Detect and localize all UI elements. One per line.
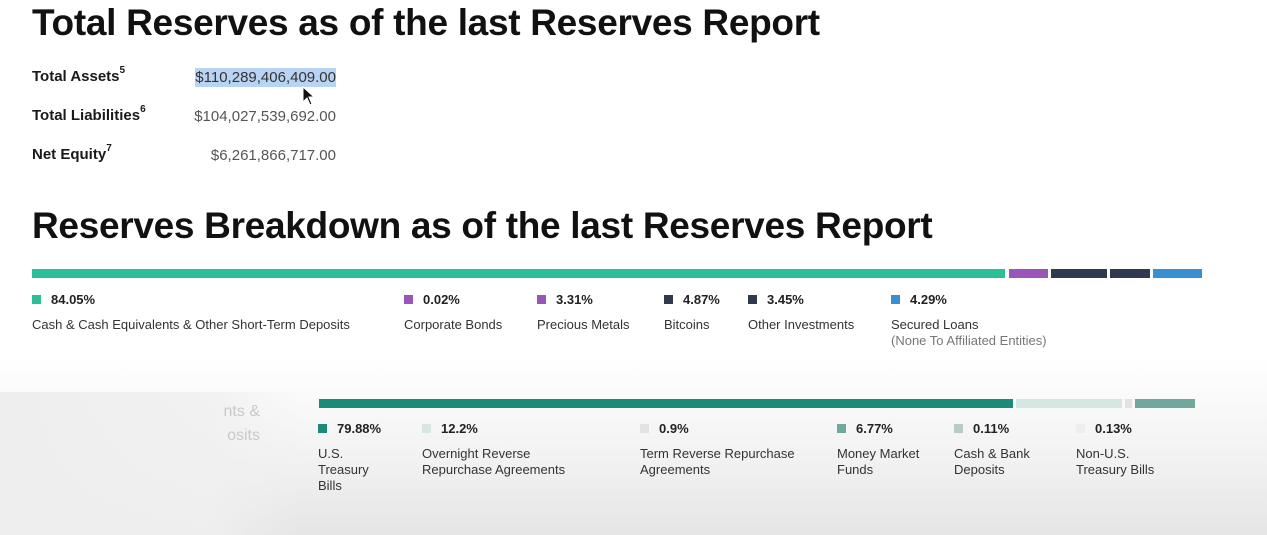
net-equity-label: Net Equity7 xyxy=(32,143,112,163)
cash-breakdown-faded-label: nts & osits xyxy=(223,403,260,444)
cash-legend-item-us-treasury-bills[interactable]: 79.88% U.S. Treasury Bills xyxy=(318,420,388,494)
total-assets-value[interactable]: $110,289,406,409.00 xyxy=(195,68,336,87)
bar-segment-money-market[interactable] xyxy=(1135,399,1195,408)
legend-swatch xyxy=(640,423,649,433)
legend-swatch xyxy=(537,294,546,304)
bar-segment-overnight-repo[interactable] xyxy=(1016,399,1122,408)
bar-segment-other-investments[interactable] xyxy=(1110,269,1150,278)
legend-item-other-investments[interactable]: 3.45% Other Investments xyxy=(748,291,854,333)
legend-pct: 0.9% xyxy=(659,420,689,436)
cash-legend-item-term-repo[interactable]: 0.9% Term Reverse Repurchase Agreements xyxy=(640,420,815,478)
total-reserves-title: Total Reserves as of the last Reserves R… xyxy=(32,2,820,43)
cash-legend-item-money-market[interactable]: 6.77% Money Market Funds xyxy=(837,420,937,478)
legend-item-precious-metals[interactable]: 3.31% Precious Metals xyxy=(537,291,629,333)
cash-legend-item-cash-bank[interactable]: 0.11% Cash & Bank Deposits xyxy=(954,420,1049,478)
legend-swatch xyxy=(318,423,327,433)
legend-label: Corporate Bonds xyxy=(404,317,503,332)
legend-label: Non-U.S. Treasury Bills xyxy=(1076,446,1155,477)
legend-label: Secured Loans xyxy=(891,317,979,332)
legend-label: U.S. Treasury Bills xyxy=(318,446,369,493)
legend-pct: 4.29% xyxy=(910,291,947,307)
legend-swatch xyxy=(422,423,431,433)
net-equity-value: $6,261,866,717.00 xyxy=(210,147,336,164)
bar-segment-precious-metals[interactable] xyxy=(1009,269,1048,278)
legend-pct: 84.05% xyxy=(51,291,96,307)
bar-segment-us-treasury-bills[interactable] xyxy=(319,399,1013,408)
legend-pct: 3.31% xyxy=(556,291,593,307)
reserves-breakdown-bar xyxy=(32,269,1202,278)
legend-sublabel: (None To Affiliated Entities) xyxy=(891,333,1047,348)
legend-label: Overnight Reverse Repurchase Agreements xyxy=(422,446,566,477)
legend-pct: 79.88% xyxy=(337,420,382,436)
legend-swatch xyxy=(837,423,846,433)
legend-swatch xyxy=(891,294,900,304)
bar-segment-secured-loans[interactable] xyxy=(1153,269,1202,278)
legend-pct: 0.11% xyxy=(973,420,1010,436)
legend-label: Term Reverse Repurchase Agreements xyxy=(640,446,795,477)
legend-pct: 4.87% xyxy=(683,291,720,307)
bar-segment-cash[interactable] xyxy=(32,269,1005,278)
cash-legend-item-overnight-repo[interactable]: 12.2% Overnight Reverse Repurchase Agree… xyxy=(422,420,597,478)
reserves-breakdown-title: Reserves Breakdown as of the last Reserv… xyxy=(32,205,933,246)
legend-label: Other Investments xyxy=(748,317,855,332)
legend-pct: 12.2% xyxy=(441,420,478,436)
legend-label: Precious Metals xyxy=(537,317,630,332)
legend-pct: 6.77% xyxy=(856,420,893,436)
total-liabilities-label: Total Liabilities6 xyxy=(32,104,146,124)
legend-swatch xyxy=(748,294,757,304)
legend-label: Bitcoins xyxy=(664,317,710,332)
total-assets-label: Total Assets5 xyxy=(32,65,126,85)
legend-swatch xyxy=(404,294,413,304)
legend-swatch xyxy=(1076,423,1085,433)
legend-label: Cash & Cash Equivalents & Other Short-Te… xyxy=(32,317,350,332)
cash-breakdown-bar xyxy=(319,399,1195,408)
legend-item-bitcoins[interactable]: 4.87% Bitcoins xyxy=(664,291,720,333)
legend-swatch xyxy=(32,294,41,304)
legend-label: Cash & Bank Deposits xyxy=(954,446,1030,477)
bar-segment-term-repo[interactable] xyxy=(1125,399,1132,408)
legend-pct: 3.45% xyxy=(767,291,804,307)
legend-item-corporate-bonds[interactable]: 0.02% Corporate Bonds xyxy=(404,291,502,333)
legend-pct: 0.13% xyxy=(1095,420,1132,436)
legend-item-secured-loans[interactable]: 4.29% Secured Loans (None To Affiliated … xyxy=(891,291,1047,349)
legend-swatch xyxy=(664,294,673,304)
bar-segment-bitcoins[interactable] xyxy=(1051,269,1107,278)
legend-swatch xyxy=(954,423,963,433)
cash-legend-item-non-us-tbills[interactable]: 0.13% Non-U.S. Treasury Bills xyxy=(1076,420,1176,478)
legend-pct: 0.02% xyxy=(423,291,460,307)
total-liabilities-value: $104,027,539,692.00 xyxy=(194,108,336,125)
legend-item-cash[interactable]: 84.05% Cash & Cash Equivalents & Other S… xyxy=(32,291,350,333)
legend-label: Money Market Funds xyxy=(837,446,920,477)
mouse-cursor-icon xyxy=(302,86,316,106)
